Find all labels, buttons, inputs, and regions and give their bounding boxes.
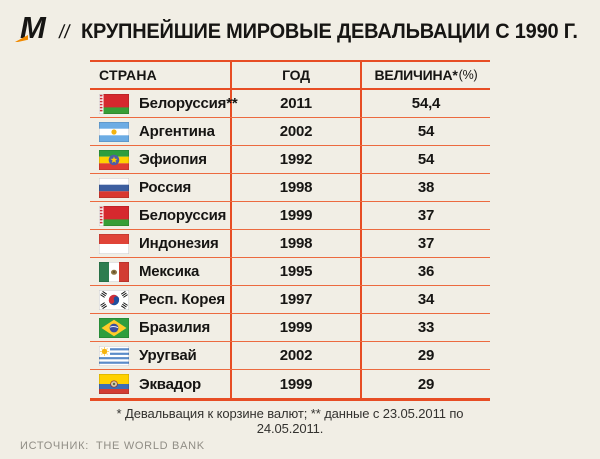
year-cell: 2002	[232, 118, 362, 145]
country-cell: Респ. Корея	[90, 286, 232, 313]
masthead: М // КРУПНЕЙШИЕ МИРОВЫЕ ДЕВАЛЬВАЦИИ С 19…	[15, 12, 600, 44]
country-cell: Россия	[90, 174, 232, 201]
flag-mexico-icon	[99, 261, 129, 282]
flag-indonesia-icon	[99, 233, 129, 254]
table-row: Эквадор 1999 29	[90, 370, 490, 398]
flag-ethiopia-icon	[99, 149, 129, 170]
year-cell: 1999	[232, 370, 362, 398]
country-cell: Белоруссия	[90, 202, 232, 229]
country-label: Бразилия	[139, 319, 211, 336]
column-header-value-unit: (%)	[458, 68, 478, 82]
title-slashes: //	[57, 22, 71, 43]
flag-ecuador-icon	[99, 374, 129, 394]
flag-brazil-icon	[99, 317, 129, 338]
flag-belarus-icon	[99, 205, 129, 226]
year-cell: 1992	[232, 146, 362, 173]
page-title: КРУПНЕЙШИЕ МИРОВЫЕ ДЕВАЛЬВАЦИИ С 1990 Г.	[81, 20, 579, 43]
table-row: Индонезия 1998 37	[90, 230, 490, 258]
source-line: ИСТОЧНИК: THE WORLD BANK	[20, 440, 205, 452]
country-label: Эквадор	[139, 375, 201, 393]
country-label: Эфиопия	[139, 151, 207, 168]
flag-argentina-icon	[99, 121, 129, 142]
table-header-row: СТРАНА ГОД ВЕЛИЧИНА* (%)	[90, 62, 490, 90]
table-row: Эфиопия 1992 54	[90, 146, 490, 174]
country-cell: Уругвай	[90, 342, 232, 369]
country-cell: Аргентина	[90, 118, 232, 145]
column-header-country: СТРАНА	[90, 62, 232, 88]
column-header-value: ВЕЛИЧИНА* (%)	[362, 62, 490, 88]
value-cell: 37	[417, 235, 435, 252]
source-label: ИСТОЧНИК:	[20, 440, 89, 452]
country-cell: Индонезия	[90, 230, 232, 257]
source-value: THE WORLD BANK	[95, 440, 205, 452]
country-cell: Белоруссия**	[90, 90, 238, 117]
flag-south-korea-icon	[99, 289, 129, 310]
country-label: Респ. Корея	[139, 291, 225, 308]
table-row: Бразилия 1999 33	[90, 314, 490, 342]
year-cell: 1995	[232, 258, 362, 285]
year-cell: 2011	[232, 90, 362, 117]
value-cell: 54	[417, 123, 435, 140]
value-cell: 36	[417, 263, 435, 280]
value-cell: 33	[417, 319, 435, 336]
country-label: Мексика	[139, 263, 200, 280]
value-cell: 54	[417, 151, 435, 168]
table-row: Респ. Корея 1997 34	[90, 286, 490, 314]
table-row: Мексика 1995 36	[90, 258, 490, 286]
value-cell: 29	[417, 375, 435, 393]
country-cell: Мексика	[90, 258, 232, 285]
country-label: Россия	[139, 179, 192, 196]
year-cell: 2002	[232, 342, 362, 369]
country-label: Белоруссия**	[139, 95, 238, 112]
flag-uruguay-icon	[99, 345, 129, 366]
year-cell: 1999	[232, 314, 362, 341]
year-cell: 1998	[232, 230, 362, 257]
value-cell: 29	[417, 347, 435, 364]
flag-russia-icon	[99, 177, 129, 198]
country-label: Уругвай	[139, 347, 197, 364]
table-row: Аргентина 2002 54	[90, 118, 490, 146]
country-label: Аргентина	[139, 123, 215, 140]
table-row: Россия 1998 38	[90, 174, 490, 202]
country-label: Индонезия	[139, 235, 219, 252]
table-row: Белоруссия** 2011 54,4	[90, 90, 490, 118]
devaluation-table: СТРАНА ГОД ВЕЛИЧИНА* (%) Белоруссия** 20…	[90, 60, 490, 401]
country-cell: Эквадор	[90, 370, 232, 398]
value-cell: 37	[417, 207, 435, 224]
value-cell: 34	[417, 291, 435, 308]
country-cell: Эфиопия	[90, 146, 232, 173]
year-cell: 1999	[232, 202, 362, 229]
column-header-year: ГОД	[232, 62, 362, 88]
flag-belarus-icon	[99, 93, 129, 114]
year-cell: 1998	[232, 174, 362, 201]
year-cell: 1997	[232, 286, 362, 313]
logo-accent-shape	[15, 35, 28, 42]
table-row: Белоруссия 1999 37	[90, 202, 490, 230]
value-cell: 54,4	[411, 95, 441, 112]
value-cell: 38	[417, 179, 435, 196]
footnote: * Девальвация к корзине валют; ** данные…	[116, 406, 464, 436]
country-label: Белоруссия	[139, 207, 227, 224]
brand-logo: М	[15, 12, 46, 43]
column-header-value-label: ВЕЛИЧИНА*	[374, 67, 458, 83]
country-cell: Бразилия	[90, 314, 232, 341]
table-row: Уругвай 2002 29	[90, 342, 490, 370]
